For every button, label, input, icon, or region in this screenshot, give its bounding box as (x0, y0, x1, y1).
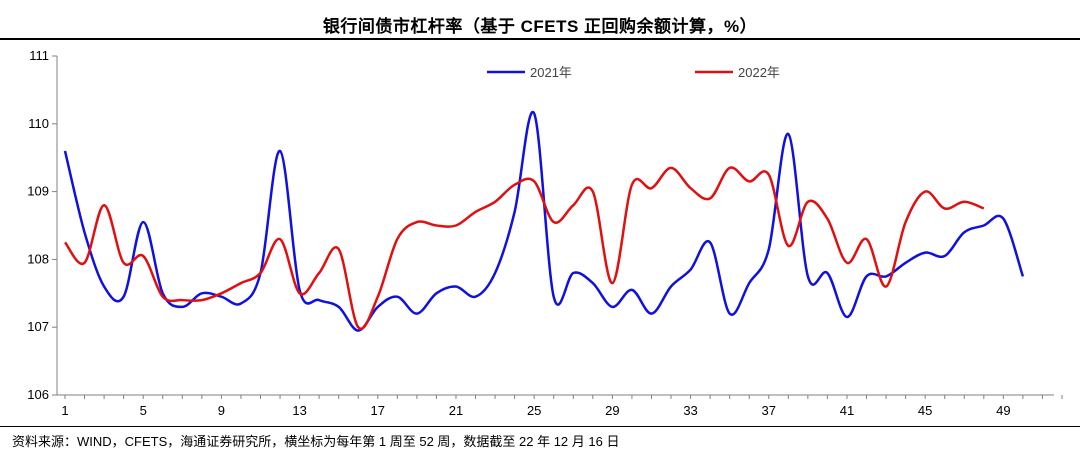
chart-title: 银行间债市杠杆率（基于 CFETS 正回购余额计算，%） (322, 17, 758, 36)
x-tick-label: 37 (762, 403, 776, 418)
y-tick-label: 109 (27, 184, 49, 199)
y-tick-label: 108 (27, 251, 49, 266)
x-tick-label: 1 (61, 403, 68, 418)
x-tick-label: 21 (449, 403, 463, 418)
x-tick-label: 25 (527, 403, 541, 418)
x-tick-label: 29 (605, 403, 619, 418)
x-tick-label: 45 (918, 403, 932, 418)
y-tick-label: 110 (28, 116, 49, 131)
y-tick-label: 111 (29, 48, 49, 63)
y-tick-label: 107 (27, 319, 49, 334)
y-tick-label: 106 (27, 387, 49, 402)
x-tick-label: 9 (218, 403, 225, 418)
x-tick-label: 49 (996, 403, 1010, 418)
x-tick-label: 17 (371, 403, 385, 418)
series-line-2021 (63, 110, 1025, 332)
legend-label-2021: 2021年 (530, 65, 572, 80)
source-note: 资料来源：WIND，CFETS，海通证券研究所，横坐标为每年第 1 周至 52 … (12, 434, 620, 449)
x-tick-label: 13 (292, 403, 306, 418)
source-rule (0, 426, 1080, 427)
x-tick-label: 5 (140, 403, 147, 418)
x-tick-label: 41 (840, 403, 854, 418)
legend-label-2022: 2022年 (738, 65, 780, 80)
x-tick-label: 33 (683, 403, 697, 418)
series-line-2022 (63, 166, 985, 331)
title-rule (0, 38, 1080, 40)
